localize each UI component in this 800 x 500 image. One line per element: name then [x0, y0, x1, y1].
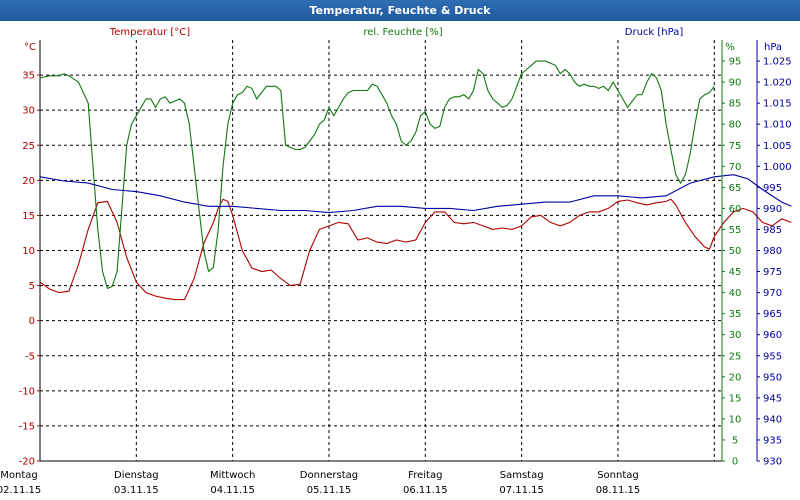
temperature-tick-label: -15	[19, 421, 35, 432]
pressure-tick-label: 960	[763, 330, 782, 341]
axes	[37, 40, 760, 462]
humidity-tick-label: 20	[729, 372, 742, 383]
x-tick-day-label: Samstag	[500, 470, 544, 481]
pressure-tick-label: 1.015	[763, 99, 792, 110]
humidity-tick-label: 40	[729, 288, 742, 299]
pressure-tick-label: 930	[763, 457, 782, 468]
pressure-tick-label: 1.000	[763, 162, 792, 173]
chart-background	[0, 21, 800, 500]
pressure-tick-label: 1.010	[763, 120, 792, 131]
humidity-tick-label: 45	[729, 267, 742, 278]
pressure-tick-label: 975	[763, 267, 782, 278]
humidity-tick-label: 85	[729, 99, 742, 110]
temperature-unit-label: °C	[24, 42, 36, 53]
humidity-tick-label: 75	[729, 141, 742, 152]
pressure-tick-label: 935	[763, 435, 782, 446]
series-line-temperature	[39, 198, 792, 301]
x-tick-date-label: 05.11.15	[307, 485, 352, 496]
grid	[40, 40, 722, 461]
temperature-tick-label: 30	[22, 106, 35, 117]
temperature-tick-label: 15	[22, 211, 35, 222]
series-group	[39, 60, 792, 301]
pressure-tick-label: 965	[763, 309, 782, 320]
humidity-tick-label: 35	[729, 309, 742, 320]
humidity-tick-label: 90	[729, 78, 742, 89]
pressure-tick-label: 1.025	[763, 57, 792, 68]
temperature-axis-title: Temperatur [°C]	[109, 27, 190, 38]
x-tick-date-label: 07.11.15	[499, 485, 544, 496]
temperature-tick-label: 25	[22, 141, 35, 152]
pressure-tick-label: 980	[763, 246, 782, 257]
humidity-tick-label: 55	[729, 225, 742, 236]
labels: 35302520151050-5-10-15-20°C9590858075706…	[0, 27, 792, 496]
pressure-unit-label: hPa	[764, 42, 782, 53]
series-line-humidity	[39, 60, 715, 290]
pressure-tick-label: 1.005	[763, 141, 792, 152]
chart: 35302520151050-5-10-15-20°C9590858075706…	[0, 21, 800, 500]
temperature-tick-label: 35	[22, 71, 35, 82]
x-tick-date-label: 06.11.15	[403, 485, 448, 496]
series-line-pressure	[39, 174, 792, 214]
x-tick-day-label: Donnerstag	[300, 470, 358, 481]
temperature-tick-label: 10	[22, 246, 35, 257]
temperature-tick-label: 0	[29, 316, 35, 327]
humidity-tick-label: 30	[729, 330, 742, 341]
humidity-tick-label: 5	[732, 435, 738, 446]
x-tick-date-label: 02.11.15	[0, 485, 41, 496]
temperature-tick-label: -5	[25, 351, 35, 362]
x-tick-date-label: 08.11.15	[596, 485, 641, 496]
pressure-tick-label: 950	[763, 372, 782, 383]
x-tick-day-label: Freitag	[408, 470, 442, 481]
x-tick-day-label: Mittwoch	[210, 470, 255, 481]
temperature-tick-label: 20	[22, 176, 35, 187]
pressure-tick-label: 970	[763, 288, 782, 299]
humidity-tick-label: 60	[729, 204, 742, 215]
pressure-tick-label: 1.020	[763, 78, 792, 89]
humidity-tick-label: 70	[729, 162, 742, 173]
humidity-tick-label: 95	[729, 57, 742, 68]
pressure-tick-label: 940	[763, 414, 782, 425]
pressure-tick-label: 985	[763, 225, 782, 236]
temperature-tick-label: 5	[29, 281, 35, 292]
x-tick-day-label: Montag	[0, 470, 37, 481]
window-title: Temperatur, Feuchte & Druck	[0, 0, 800, 21]
humidity-tick-label: 0	[732, 457, 738, 468]
pressure-tick-label: 990	[763, 204, 782, 215]
humidity-tick-label: 15	[729, 393, 742, 404]
pressure-tick-label: 995	[763, 183, 782, 194]
humidity-tick-label: 80	[729, 120, 742, 131]
x-tick-date-label: 04.11.15	[210, 485, 255, 496]
x-tick-day-label: Dienstag	[114, 470, 159, 481]
humidity-tick-label: 10	[729, 414, 742, 425]
temperature-tick-label: -10	[19, 386, 35, 397]
humidity-tick-label: 25	[729, 351, 742, 362]
humidity-tick-label: 50	[729, 246, 742, 257]
pressure-axis-title: Druck [hPa]	[625, 27, 684, 38]
humidity-unit-label: %	[725, 42, 735, 53]
humidity-axis-title: rel. Feuchte [%]	[363, 27, 442, 38]
x-tick-day-label: Sonntag	[597, 470, 639, 481]
humidity-tick-label: 65	[729, 183, 742, 194]
pressure-tick-label: 945	[763, 393, 782, 404]
pressure-tick-label: 955	[763, 351, 782, 362]
x-tick-date-label: 03.11.15	[114, 485, 159, 496]
temperature-tick-label: -20	[19, 457, 35, 468]
